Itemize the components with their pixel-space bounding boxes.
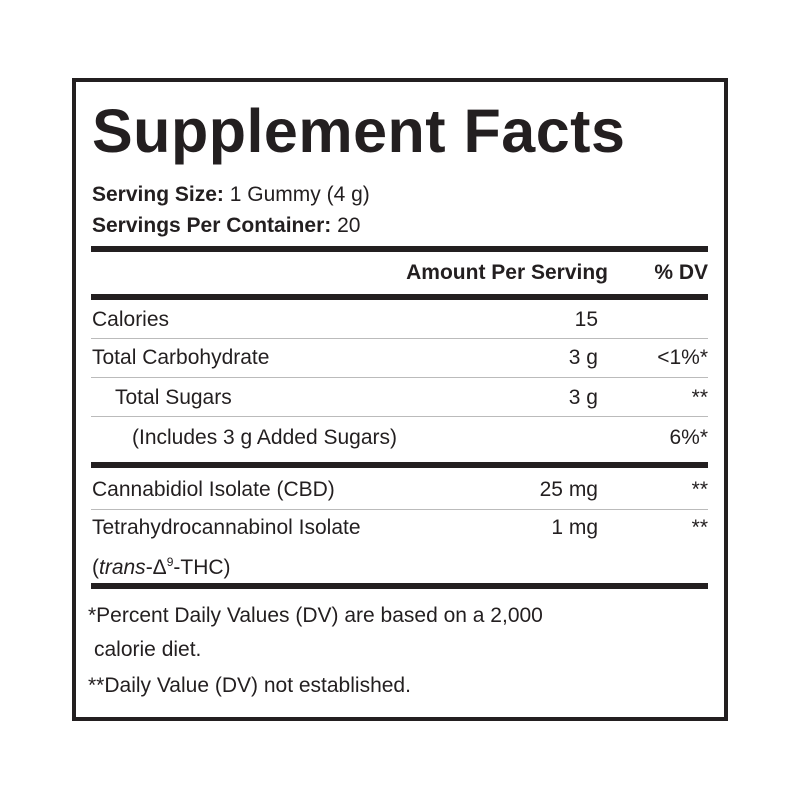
- serving-size-label: Serving Size:: [92, 183, 224, 206]
- divider-thick: [91, 583, 708, 589]
- servings-value: 20: [337, 214, 361, 237]
- header-amount: Amount Per Serving: [406, 261, 608, 284]
- servings-per-container: Servings Per Container: 20: [92, 214, 360, 238]
- row-name: Total Carbohydrate: [92, 346, 270, 369]
- thc: -THC): [173, 556, 231, 579]
- row-amount: 3 g: [568, 346, 598, 369]
- row-name: Total Sugars: [115, 386, 232, 409]
- row-dv: <1%*: [657, 346, 708, 369]
- row-amount: 25 mg: [539, 478, 598, 501]
- row-amount: 1 mg: [551, 516, 598, 539]
- row-name: Cannabidiol Isolate (CBD): [92, 478, 335, 501]
- divider-thick: [91, 462, 708, 468]
- divider-thin: [91, 338, 708, 339]
- row-name: Tetrahydrocannabinol Isolate: [92, 516, 361, 539]
- divider-thin: [91, 377, 708, 378]
- divider-thin: [91, 416, 708, 417]
- row-dv: **: [691, 478, 708, 501]
- serving-size: Serving Size: 1 Gummy (4 g): [92, 183, 370, 207]
- paren: (: [92, 556, 99, 579]
- divider-thin: [91, 509, 708, 510]
- row-dv: **: [691, 516, 708, 539]
- row-amount: 15: [574, 308, 598, 331]
- row-name: (Includes 3 g Added Sugars): [132, 426, 398, 449]
- footnote: calorie diet.: [94, 638, 202, 661]
- row-name-line2: (trans-Δ9-THC): [92, 550, 231, 580]
- serving-size-value: 1 Gummy (4 g): [229, 183, 370, 206]
- row-amount: 3 g: [568, 386, 598, 409]
- delta: -Δ: [145, 556, 167, 579]
- superscript: 9: [166, 555, 174, 569]
- supplement-facts-panel: [72, 78, 728, 721]
- divider-thick: [91, 246, 708, 252]
- divider-thick: [91, 294, 708, 300]
- panel-title: Supplement Facts: [92, 97, 626, 165]
- italic-trans: trans: [99, 556, 146, 579]
- row-name: Calories: [92, 308, 170, 331]
- row-dv: **: [691, 386, 708, 409]
- row-dv: 6%*: [669, 426, 708, 449]
- servings-label: Servings Per Container:: [92, 214, 332, 237]
- footnote: **Daily Value (DV) not established.: [88, 674, 411, 697]
- header-dv: % DV: [654, 261, 708, 284]
- footnote: *Percent Daily Values (DV) are based on …: [88, 604, 543, 627]
